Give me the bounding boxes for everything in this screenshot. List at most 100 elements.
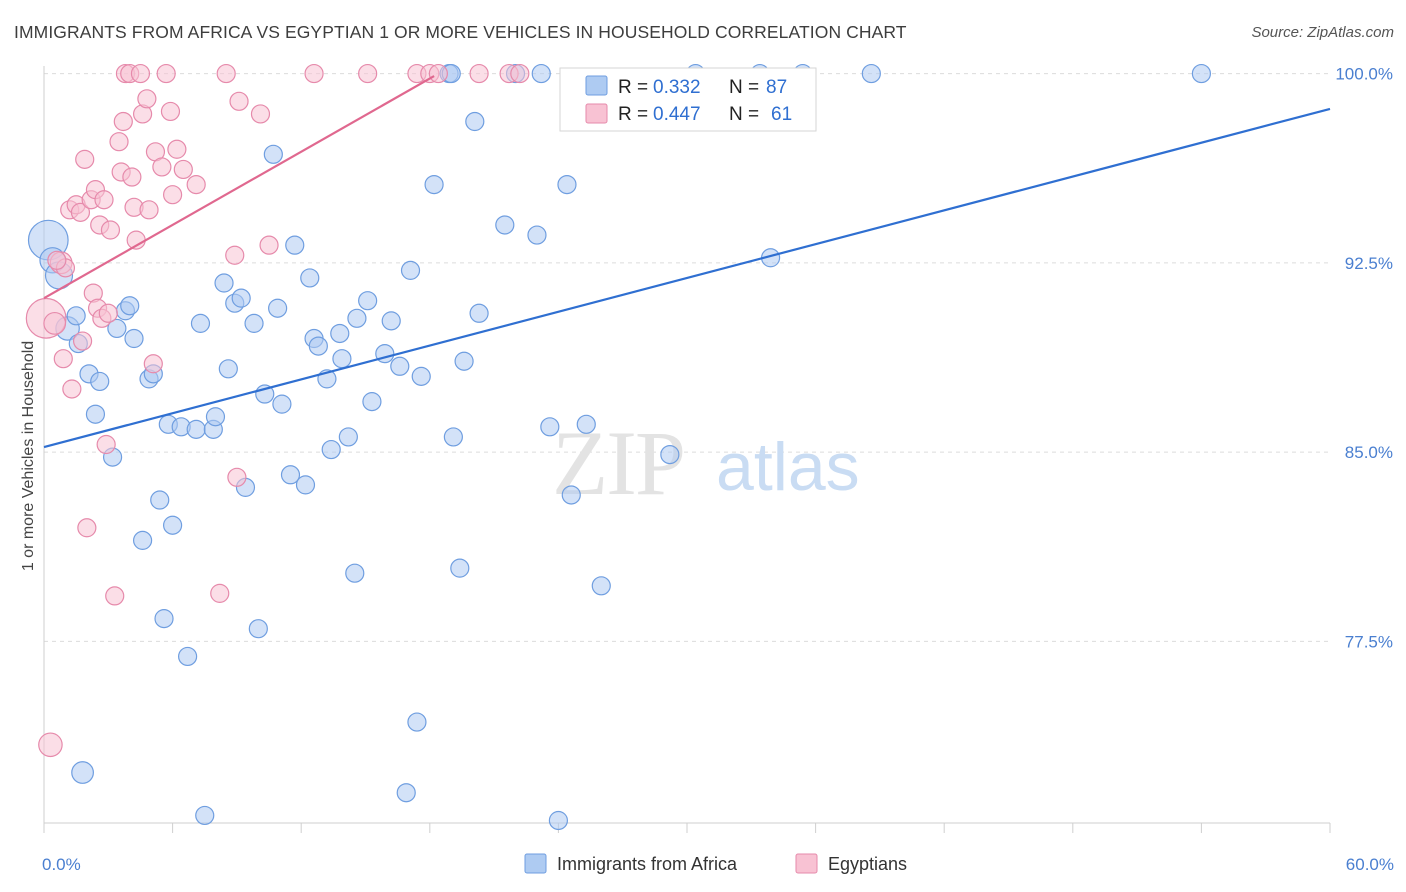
stats-n-value-egyptians: 61: [771, 104, 792, 125]
africa-point: [358, 291, 378, 311]
africa-point: [527, 225, 547, 245]
trend-layer: [43, 75, 1331, 449]
africa-point: [178, 646, 198, 667]
y-tick-label: 85.0%: [1345, 443, 1393, 462]
africa-point: [154, 609, 174, 629]
y-tick-label: 92.5%: [1345, 254, 1393, 273]
legend-swatch-egyptians: [795, 853, 818, 874]
stats-r-value-egyptians: 0.447: [653, 104, 701, 125]
source-note: Source: ZipAtlas.com: [1251, 24, 1394, 41]
egyptian-point: [139, 200, 159, 220]
africa-point: [347, 308, 367, 328]
stats-r-value-africa: 0.332: [653, 77, 701, 98]
stats-r-label-africa: R =: [618, 77, 648, 98]
africa-point: [390, 356, 410, 376]
egyptian-point: [98, 303, 118, 323]
africa-trend-line: [43, 107, 1331, 449]
chart-title: IMMIGRANTS FROM AFRICA VS EGYPTIAN 1 OR …: [14, 22, 907, 42]
africa-point: [308, 336, 328, 356]
legend-label-africa: Immigrants from Africa: [557, 854, 738, 874]
watermark-atlas: atlas: [716, 429, 860, 505]
africa-point: [231, 288, 251, 308]
egyptian-point: [304, 63, 324, 84]
legend-label-egyptians: Egyptians: [828, 854, 907, 874]
africa-point: [205, 407, 226, 427]
egyptian-point: [167, 139, 187, 159]
watermark: ZIP atlas: [552, 412, 860, 514]
legend: Immigrants from Africa Egyptians: [524, 853, 907, 874]
africa-point: [362, 392, 382, 412]
africa-point: [531, 63, 551, 84]
africa-point: [411, 366, 431, 386]
x-tick-label: 60.0%: [1346, 855, 1394, 874]
africa-point: [150, 490, 170, 510]
africa-point: [465, 111, 485, 132]
africa-point: [424, 174, 444, 195]
africa-point: [71, 761, 94, 784]
africa-point: [263, 144, 283, 164]
africa-point: [268, 298, 288, 318]
stats-n-label-africa: N =: [729, 77, 759, 98]
stats-n-value-africa: 87: [766, 77, 787, 98]
egyptian-point: [38, 732, 63, 758]
egyptian-point: [43, 311, 67, 335]
egyptian-point: [143, 354, 163, 374]
africa-point: [124, 328, 144, 349]
egyptian-point: [250, 104, 271, 124]
africa-point: [218, 359, 238, 379]
x-tick-label: 0.0%: [42, 855, 81, 874]
egyptian-point: [358, 63, 378, 84]
africa-point: [548, 810, 569, 831]
y-tick-label: 77.5%: [1345, 632, 1393, 651]
africa-point: [300, 268, 320, 288]
stats-swatch-egyptians: [585, 103, 608, 124]
stats-n-label-egyptians: N =: [729, 104, 759, 125]
africa-point: [495, 215, 515, 235]
egyptian-point: [105, 586, 125, 606]
africa-point: [214, 273, 234, 293]
egyptian-trend-line: [43, 75, 435, 300]
africa-point: [107, 318, 127, 339]
africa-point: [248, 619, 268, 639]
egyptian-point: [122, 167, 142, 187]
africa-point: [332, 349, 352, 369]
africa-point: [280, 465, 301, 485]
africa-point: [591, 576, 611, 596]
africa-point: [132, 530, 153, 550]
africa-point: [163, 515, 183, 535]
egyptian-point: [428, 63, 448, 84]
stats-swatch-africa: [585, 75, 608, 96]
egyptian-point: [152, 157, 172, 177]
africa-point: [285, 235, 305, 255]
egyptian-point: [75, 149, 95, 169]
egyptian-point: [100, 220, 121, 240]
egyptian-point: [163, 185, 183, 205]
africa-point: [66, 306, 86, 326]
africa-point: [557, 174, 577, 195]
egyptian-point: [113, 111, 133, 132]
egyptian-point: [469, 63, 489, 84]
africa-point: [186, 419, 206, 439]
africa-point: [400, 260, 421, 280]
africa-point: [396, 783, 416, 803]
egyptian-point: [130, 63, 151, 84]
egyptian-point: [156, 63, 176, 84]
egyptian-point: [47, 250, 67, 270]
africa-point: [295, 475, 316, 495]
africa-point: [540, 417, 560, 437]
egyptian-point: [137, 89, 157, 109]
africa-point: [576, 414, 596, 434]
egyptian-point: [96, 434, 116, 455]
africa-point: [345, 563, 365, 583]
africa-point: [90, 371, 110, 392]
africa-point: [561, 485, 581, 505]
africa-point: [861, 63, 881, 84]
africa-point: [330, 323, 350, 344]
egyptian-point: [229, 91, 249, 111]
egyptian-point: [510, 63, 530, 84]
stats-r-label-egyptians: R =: [618, 104, 648, 125]
africa-point: [381, 311, 401, 331]
africa-point: [190, 313, 211, 333]
y-axis-label: 1 or more Vehicles in Household: [20, 341, 37, 571]
